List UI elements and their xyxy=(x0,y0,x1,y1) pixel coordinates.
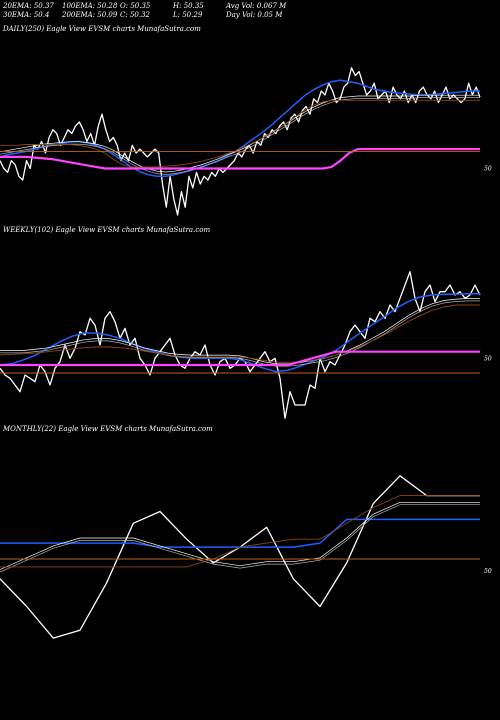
monthly-panel-label: MONTHLY(22) Eagle View EVSM charts Munaf… xyxy=(3,425,213,433)
daily-ema_slow-line-2 xyxy=(0,97,480,175)
header-ema200: 200EMA: 50.09 xyxy=(62,11,118,19)
weekly-ema_brown-line xyxy=(0,304,480,363)
daily-panel-label: DAILY(250) Eagle View EVSM charts Munafa… xyxy=(3,25,201,33)
header-ema20: 20EMA: 50.37 xyxy=(3,2,54,10)
header-day-vol: Day Vol: 0.05 M xyxy=(226,11,283,19)
weekly-y-tick-label: 50 xyxy=(484,355,492,362)
weekly-ema_slow-line-2 xyxy=(0,300,480,367)
header-ema30: 30EMA: 50.4 xyxy=(3,11,50,19)
weekly-panel: 50 xyxy=(0,271,492,419)
monthly-panel: 50 xyxy=(0,475,492,639)
header-low: L: 50.29 xyxy=(173,11,203,19)
weekly-ema_fast-line xyxy=(0,292,480,373)
daily-y-tick-label: 50 xyxy=(484,166,492,173)
monthly-ema_brown-line xyxy=(0,495,480,568)
daily-ema_slow-line-1 xyxy=(0,94,480,173)
daily-band_pink-line xyxy=(0,148,480,170)
header-open: O: 50.35 xyxy=(120,2,151,10)
daily-ema_brown-line xyxy=(0,99,480,168)
header-ema100: 100EMA: 50.28 xyxy=(62,2,118,10)
header-avg-vol: Avg Vol: 0.067 M xyxy=(226,2,287,10)
monthly-price-line xyxy=(0,475,480,639)
monthly-ema_slow-line-2 xyxy=(0,504,480,573)
daily-panel: 50 xyxy=(0,67,492,216)
weekly-band_pink-line xyxy=(0,350,480,367)
weekly-panel-label: WEEKLY(102) Eagle View EVSM charts Munaf… xyxy=(3,226,211,234)
weekly-ema_slow-line-1 xyxy=(0,298,480,365)
monthly-y-tick-label: 50 xyxy=(484,568,492,575)
header-close: C: 50.32 xyxy=(120,11,150,19)
header-high: H: 50.35 xyxy=(173,2,204,10)
monthly-ema_slow-line-1 xyxy=(0,501,480,570)
